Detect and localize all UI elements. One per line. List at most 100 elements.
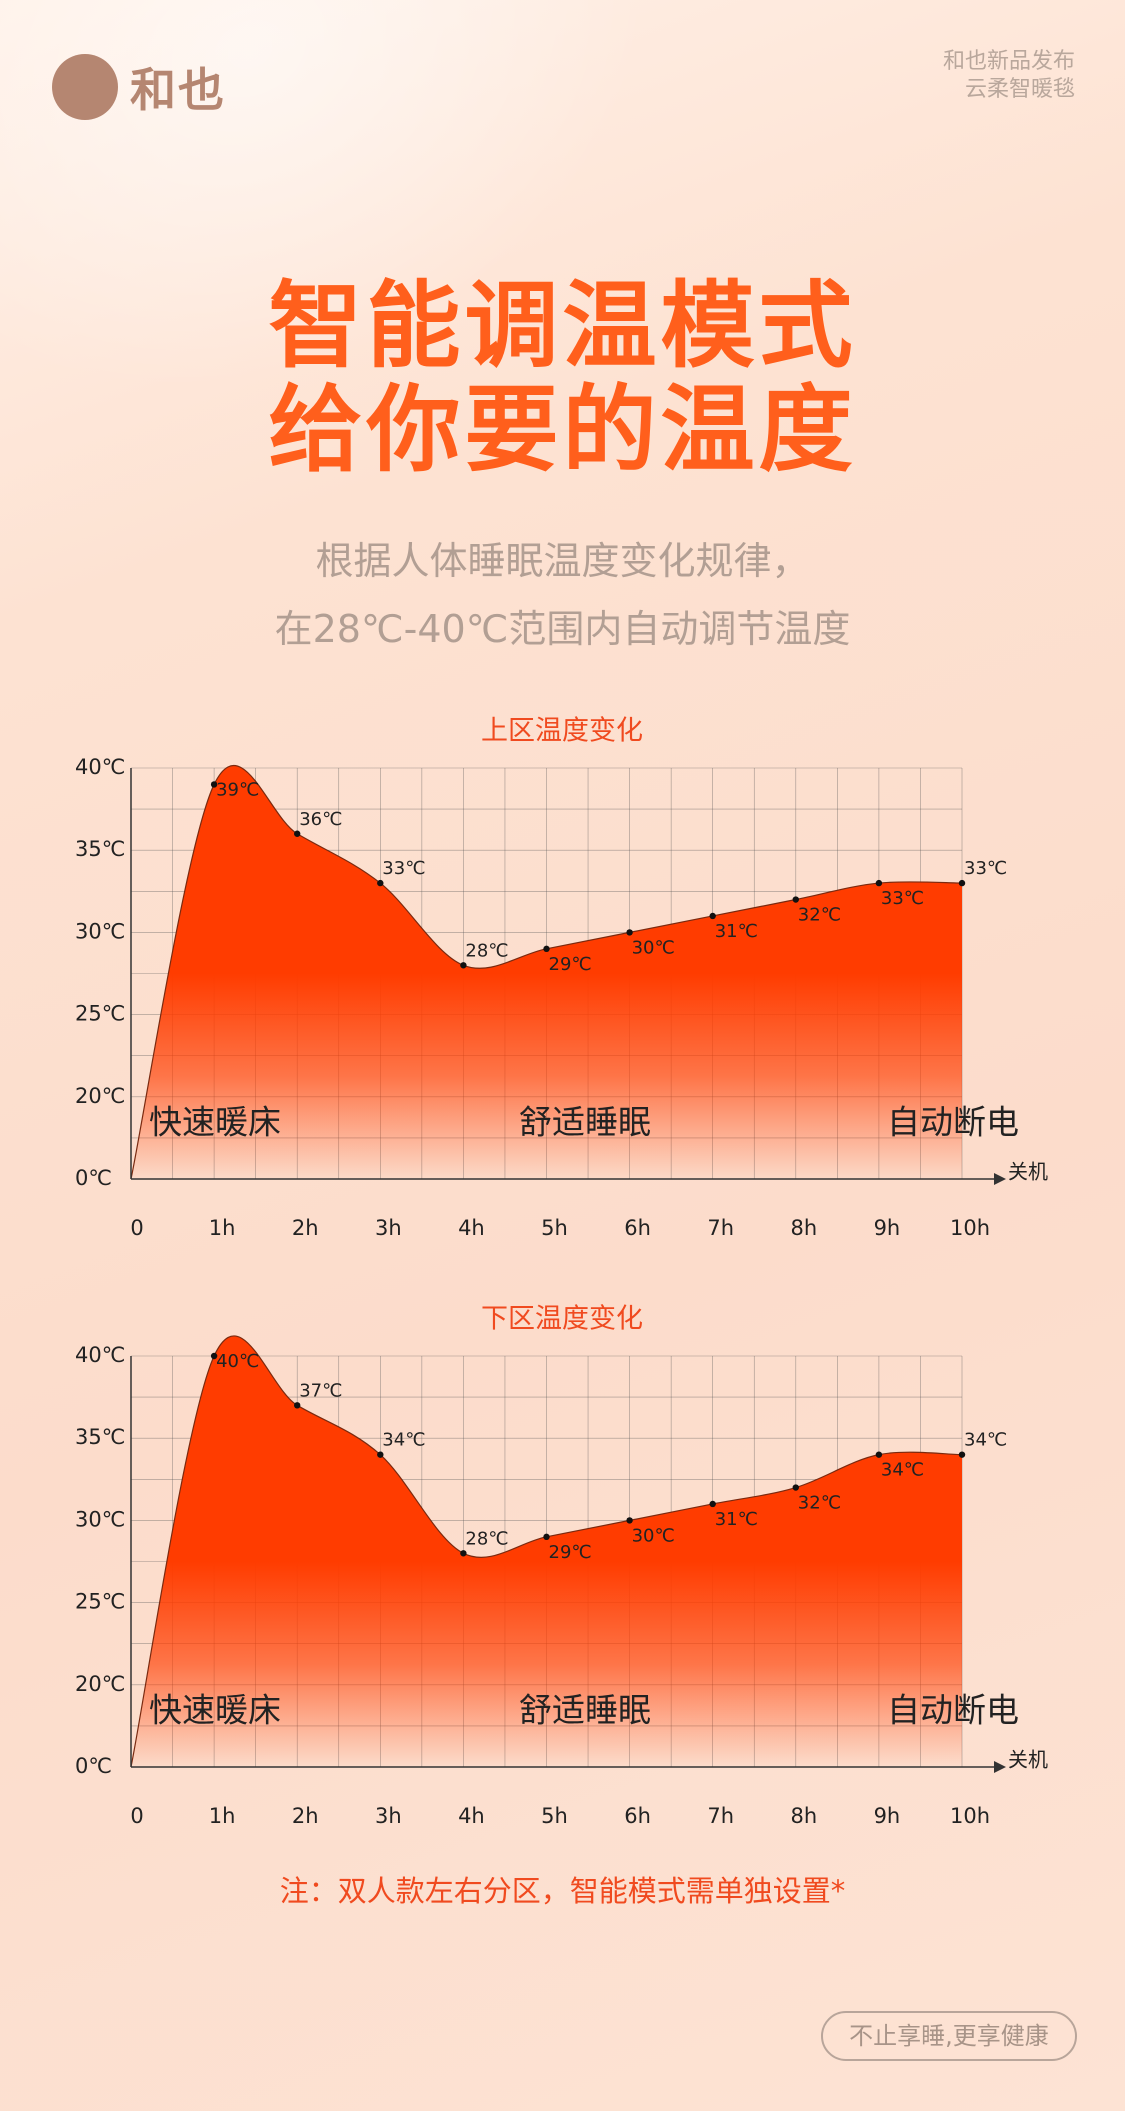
data-point bbox=[792, 1484, 799, 1491]
y-tick-label: 40℃ bbox=[75, 755, 125, 779]
corner-line: 云柔智暖毯 bbox=[964, 77, 1075, 102]
data-label: 33℃ bbox=[382, 858, 425, 879]
phase-label: 舒适睡眠 bbox=[519, 1103, 651, 1142]
data-point bbox=[792, 896, 799, 903]
data-label: 39℃ bbox=[216, 779, 259, 800]
data-point bbox=[210, 1352, 218, 1360]
data-label: 37℃ bbox=[299, 1380, 342, 1401]
data-point bbox=[709, 912, 716, 920]
corner-text: 和也新品发布 云柔智暖毯 bbox=[943, 48, 1075, 104]
data-point bbox=[709, 1500, 716, 1508]
data-point bbox=[626, 1517, 633, 1524]
x-tick-label: 9h bbox=[874, 1804, 901, 1828]
headline: 给你要的温度 bbox=[268, 376, 857, 485]
data-label: 31℃ bbox=[715, 921, 758, 942]
data-point bbox=[875, 1451, 883, 1458]
x-tick-label: 8h bbox=[790, 1804, 817, 1828]
y-tick-label: 0℃ bbox=[75, 1754, 112, 1778]
y-tick-label: 20℃ bbox=[75, 1672, 125, 1696]
data-point bbox=[543, 1533, 550, 1541]
x-tick-label: 3h bbox=[375, 1804, 402, 1828]
x-tick-label: 4h bbox=[458, 1804, 485, 1828]
brand-name: 和也 bbox=[130, 63, 226, 117]
brand: 和也 bbox=[52, 54, 226, 120]
data-label: 34℃ bbox=[964, 1430, 1007, 1451]
y-tick-label: 35℃ bbox=[75, 1425, 125, 1449]
phase-label: 快速暖床 bbox=[149, 1691, 281, 1730]
x-tick-label: 3h bbox=[375, 1216, 402, 1240]
y-tick-label: 35℃ bbox=[75, 837, 125, 861]
chart-title: 上区温度变化 bbox=[481, 716, 643, 747]
x-tick-label: 10h bbox=[950, 1804, 990, 1828]
data-label: 31℃ bbox=[715, 1509, 758, 1530]
data-label: 28℃ bbox=[465, 1528, 508, 1549]
data-label: 29℃ bbox=[549, 954, 592, 975]
data-label: 36℃ bbox=[299, 809, 342, 830]
x-tick-label: 2h bbox=[292, 1216, 319, 1240]
x-tick-label: 4h bbox=[458, 1216, 485, 1240]
phase-label: 快速暖床 bbox=[149, 1103, 281, 1142]
data-point bbox=[210, 781, 218, 788]
data-point bbox=[626, 929, 633, 936]
x-tick-label: 5h bbox=[541, 1216, 568, 1240]
data-point bbox=[958, 1451, 966, 1458]
x-tick-label: 1h bbox=[209, 1216, 236, 1240]
subtitle: 根据人体睡眠温度变化规律， bbox=[315, 539, 810, 583]
y-tick-label: 25℃ bbox=[75, 1002, 125, 1026]
data-label: 29℃ bbox=[549, 1542, 592, 1563]
y-tick-label: 25℃ bbox=[75, 1590, 125, 1614]
x-tick-label: 6h bbox=[624, 1216, 651, 1240]
data-point bbox=[377, 879, 384, 887]
data-label: 40℃ bbox=[216, 1351, 259, 1372]
x-tick-label: 1h bbox=[209, 1804, 236, 1828]
phase-label: 舒适睡眠 bbox=[519, 1691, 651, 1730]
data-label: 30℃ bbox=[632, 937, 675, 958]
data-point bbox=[294, 1402, 301, 1409]
data-label: 30℃ bbox=[632, 1525, 675, 1546]
x-tick-label: 5h bbox=[541, 1804, 568, 1828]
data-point bbox=[543, 945, 550, 953]
brand-logo bbox=[52, 54, 118, 120]
y-tick-label: 0℃ bbox=[75, 1166, 112, 1190]
data-point bbox=[294, 830, 301, 837]
x-tick-label: 2h bbox=[292, 1804, 319, 1828]
data-point bbox=[460, 962, 467, 969]
footnote: 注：双人款左右分区，智能模式需单独设置* bbox=[279, 1874, 846, 1908]
x-end-label: 关机 bbox=[1008, 1160, 1048, 1184]
data-label: 34℃ bbox=[382, 1430, 425, 1451]
y-tick-label: 30℃ bbox=[75, 1507, 125, 1531]
y-tick-label: 40℃ bbox=[75, 1343, 125, 1367]
data-point bbox=[377, 1451, 384, 1458]
data-point bbox=[958, 879, 966, 887]
x-tick-label: 7h bbox=[707, 1216, 734, 1240]
slogan-pill: 不止享睡,更享健康 bbox=[821, 2011, 1077, 2061]
data-label: 28℃ bbox=[465, 940, 508, 961]
corner-line: 和也新品发布 bbox=[942, 49, 1075, 74]
x-tick-label: 9h bbox=[874, 1216, 901, 1240]
x-tick-label: 6h bbox=[624, 1804, 651, 1828]
data-point bbox=[460, 1550, 467, 1557]
y-tick-label: 30℃ bbox=[75, 919, 125, 943]
x-end-label: 关机 bbox=[1008, 1748, 1048, 1772]
data-label: 32℃ bbox=[798, 905, 841, 926]
x-tick-label: 8h bbox=[790, 1216, 817, 1240]
x-tick-label: 0 bbox=[130, 1804, 143, 1828]
x-tick-label: 0 bbox=[130, 1216, 143, 1240]
phase-label: 自动断电 bbox=[887, 1103, 1019, 1142]
data-label: 32℃ bbox=[798, 1493, 841, 1514]
data-label: 33℃ bbox=[881, 888, 924, 909]
x-tick-label: 7h bbox=[707, 1804, 734, 1828]
charts: 上区温度变化 0℃ 20℃ 25℃ 30℃ 35℃ 40℃ 关机 0 1h 39℃ 2h 36℃ 3h 33… bbox=[75, 716, 1048, 1829]
subtitle: 在28℃-40℃范围内自动调节温度 bbox=[274, 607, 851, 651]
area bbox=[131, 1335, 962, 1767]
headline: 智能调温模式 bbox=[268, 272, 857, 381]
data-label: 33℃ bbox=[964, 858, 1007, 879]
x-tick-label: 10h bbox=[950, 1216, 990, 1240]
data-point bbox=[875, 879, 883, 887]
data-label: 34℃ bbox=[881, 1460, 924, 1481]
area bbox=[131, 765, 962, 1179]
y-tick-label: 20℃ bbox=[75, 1084, 125, 1108]
phase-label: 自动断电 bbox=[887, 1691, 1019, 1730]
chart-title: 下区温度变化 bbox=[481, 1304, 643, 1335]
